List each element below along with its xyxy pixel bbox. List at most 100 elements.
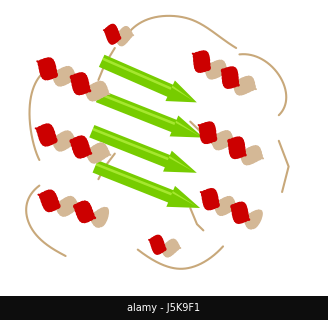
Ellipse shape <box>246 212 256 227</box>
Polygon shape <box>95 163 197 207</box>
Ellipse shape <box>209 135 216 141</box>
Ellipse shape <box>233 203 242 217</box>
Ellipse shape <box>236 77 248 94</box>
Ellipse shape <box>73 136 84 154</box>
Ellipse shape <box>233 142 244 158</box>
Ellipse shape <box>158 244 165 252</box>
Ellipse shape <box>230 137 241 154</box>
Ellipse shape <box>229 138 237 148</box>
Ellipse shape <box>118 28 126 45</box>
Ellipse shape <box>233 202 244 220</box>
Ellipse shape <box>110 27 118 44</box>
Ellipse shape <box>226 139 234 144</box>
Ellipse shape <box>228 75 238 88</box>
Ellipse shape <box>88 215 95 219</box>
Ellipse shape <box>79 202 89 221</box>
Ellipse shape <box>85 87 92 93</box>
Ellipse shape <box>75 75 87 94</box>
Ellipse shape <box>245 214 254 225</box>
Ellipse shape <box>223 68 236 86</box>
Ellipse shape <box>235 78 246 93</box>
Ellipse shape <box>216 199 225 212</box>
Ellipse shape <box>84 150 92 154</box>
Ellipse shape <box>55 68 66 85</box>
Ellipse shape <box>224 69 237 88</box>
Ellipse shape <box>47 193 56 212</box>
Ellipse shape <box>94 143 105 163</box>
Ellipse shape <box>54 134 63 148</box>
Ellipse shape <box>206 63 216 76</box>
Ellipse shape <box>252 149 261 162</box>
Text: alamy - J5K9F1: alamy - J5K9F1 <box>128 303 200 313</box>
Ellipse shape <box>222 68 231 78</box>
Ellipse shape <box>45 130 54 146</box>
Ellipse shape <box>55 132 65 150</box>
Ellipse shape <box>72 136 82 151</box>
Ellipse shape <box>92 143 103 163</box>
Ellipse shape <box>40 193 47 200</box>
Ellipse shape <box>218 197 230 215</box>
Ellipse shape <box>205 128 215 143</box>
Ellipse shape <box>40 58 50 74</box>
Ellipse shape <box>81 84 90 93</box>
Ellipse shape <box>163 242 171 256</box>
Ellipse shape <box>116 33 123 43</box>
Ellipse shape <box>213 133 222 147</box>
Ellipse shape <box>59 131 70 151</box>
Ellipse shape <box>206 192 217 210</box>
Polygon shape <box>99 55 197 102</box>
Ellipse shape <box>86 150 93 156</box>
Ellipse shape <box>97 208 106 227</box>
Ellipse shape <box>57 131 68 151</box>
Ellipse shape <box>105 28 112 35</box>
Ellipse shape <box>223 67 235 84</box>
Ellipse shape <box>149 240 155 242</box>
Ellipse shape <box>108 24 115 43</box>
Polygon shape <box>99 93 200 136</box>
Ellipse shape <box>213 61 224 78</box>
Ellipse shape <box>241 213 249 221</box>
Ellipse shape <box>222 133 232 148</box>
Ellipse shape <box>51 139 58 142</box>
Polygon shape <box>92 160 200 208</box>
Ellipse shape <box>232 81 239 86</box>
Ellipse shape <box>193 53 199 57</box>
Ellipse shape <box>214 203 220 207</box>
Ellipse shape <box>56 202 64 211</box>
Ellipse shape <box>73 73 84 91</box>
Ellipse shape <box>90 144 100 163</box>
Ellipse shape <box>230 204 236 209</box>
Ellipse shape <box>72 204 79 209</box>
Ellipse shape <box>239 151 246 156</box>
Ellipse shape <box>238 76 251 95</box>
Ellipse shape <box>54 204 62 208</box>
Ellipse shape <box>205 190 216 209</box>
Ellipse shape <box>220 196 232 215</box>
Ellipse shape <box>207 132 216 143</box>
Ellipse shape <box>64 133 73 148</box>
Ellipse shape <box>93 210 102 226</box>
Ellipse shape <box>165 241 172 257</box>
Ellipse shape <box>237 148 245 157</box>
Ellipse shape <box>82 205 92 222</box>
Ellipse shape <box>39 124 49 141</box>
Ellipse shape <box>59 67 71 86</box>
Ellipse shape <box>161 247 167 251</box>
Ellipse shape <box>93 82 104 100</box>
Ellipse shape <box>95 83 106 100</box>
Ellipse shape <box>77 77 88 95</box>
Ellipse shape <box>159 246 166 251</box>
Ellipse shape <box>78 140 88 158</box>
Ellipse shape <box>87 148 96 159</box>
Ellipse shape <box>90 214 97 221</box>
Ellipse shape <box>204 66 211 70</box>
Ellipse shape <box>242 148 253 163</box>
Ellipse shape <box>51 199 59 210</box>
Ellipse shape <box>214 132 225 148</box>
Ellipse shape <box>91 82 102 101</box>
Ellipse shape <box>72 73 82 88</box>
Ellipse shape <box>72 74 80 84</box>
Ellipse shape <box>254 152 262 160</box>
Ellipse shape <box>42 59 53 79</box>
Ellipse shape <box>102 91 110 94</box>
